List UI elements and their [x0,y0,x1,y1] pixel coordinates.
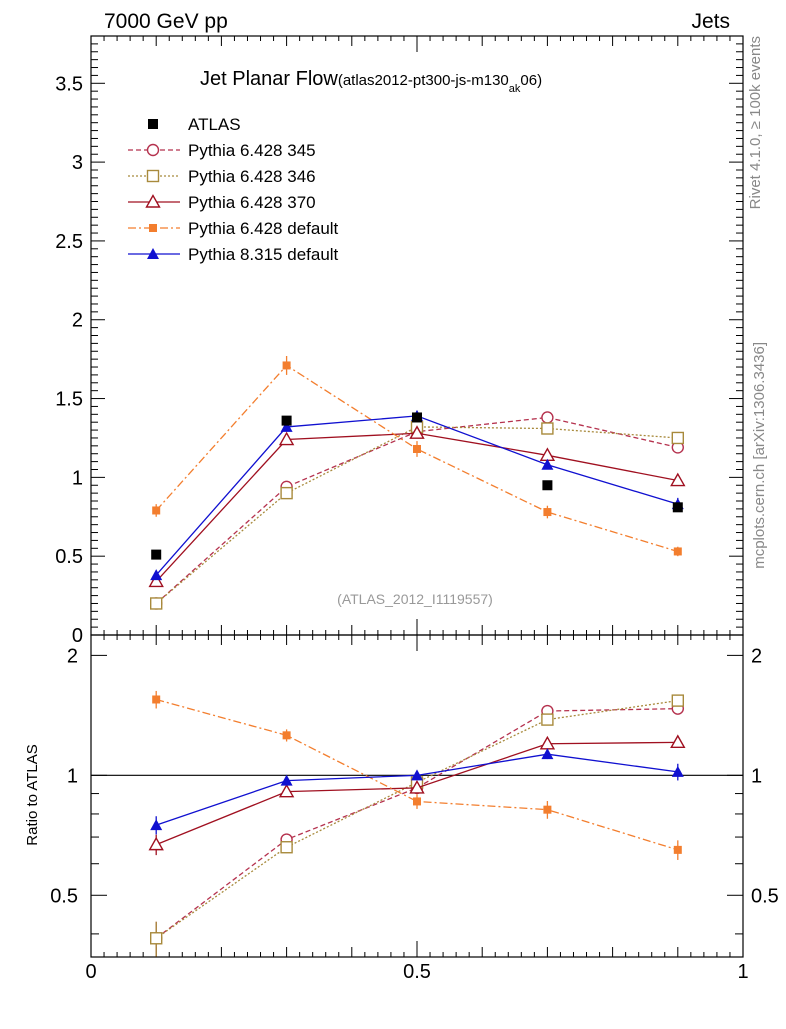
ratio-series-group [148,734,686,856]
data-group [151,412,683,560]
ratio-point [149,932,163,945]
y-tick-label: 2.5 [55,231,83,253]
ratio-point [541,713,554,726]
y-tick-label: 0 [72,625,83,647]
series-point [409,425,425,439]
title-subscript: ak [509,83,521,95]
title-end: 06) [520,72,542,89]
data-point [281,415,292,426]
ratio-series-group [150,748,684,835]
ratio-series-line [155,708,678,939]
legend-label: Pythia 6.428 default [188,219,339,238]
header-left: 7000 GeV pp [104,10,228,33]
ratio-series-group [149,694,684,957]
series-point [150,569,163,581]
data-point [151,549,162,560]
legend-marker [146,169,160,183]
series-point [541,411,554,424]
ratio-point [148,836,164,851]
ratio-y-tick-label-left: 1 [67,765,78,787]
mcplots-label: mcplots.cern.ch [arXiv:1306.3436] [751,342,768,569]
data-point [542,480,553,491]
ratio-point [670,734,686,749]
y-tick-label: 1.5 [55,389,83,411]
series-point [280,486,293,500]
legend-label: Pythia 6.428 370 [188,193,316,212]
x-tick-label: 0 [85,961,96,983]
y-tick-label: 3.5 [55,73,83,95]
main-panel: 0 0.5 1 1.5 2 2.5 3 3.5 [55,35,744,647]
ratio-point [150,819,163,831]
legend-marker [145,194,161,208]
ratio-point [543,805,552,814]
x-tick-label: 1 [737,961,748,983]
rivet-label: Rivet 4.1.0, ≥ 100k events [747,36,764,209]
y-tick-label: 0.5 [55,546,83,568]
ratio-point [671,694,684,707]
ratio-series-group [149,702,684,957]
series-point [148,573,164,588]
ratio-point [411,769,423,781]
series-point [278,431,295,446]
y-tick-label: 3 [72,152,83,174]
ratio-series-group [152,690,682,860]
series-point [541,458,554,470]
y-tick-label: 2 [72,310,83,332]
ratio-point [282,731,291,740]
legend-marker [146,143,160,157]
ratio-y-tick-label-left: 0.5 [50,885,78,907]
ratio-y-tick-label-left: 2 [67,645,78,667]
header-right: Jets [691,10,730,33]
title-sub: (atlas2012-pt300-js-m130 [338,72,509,89]
series-point [543,508,552,517]
series-point [282,361,291,370]
ratio-y-tick-label-right: 0.5 [751,885,779,907]
ratio-y-tick-label-right: 1 [751,765,762,787]
legend-marker [147,248,159,259]
series-point [280,420,293,432]
legend-label: Pythia 6.428 346 [188,167,316,186]
ratio-point [280,841,293,854]
title-main: Jet Planar Flow [200,68,338,90]
data-point [672,502,683,513]
ratio-point [671,765,684,777]
series-line [155,364,678,553]
legend-label: ATLAS [188,115,241,134]
data-point [412,412,422,423]
series-group [152,355,682,557]
ratio-ylabel: Ratio to ATLAS [24,744,41,845]
ratio-point [280,774,293,786]
ratio-point [539,735,556,750]
series-point [152,506,161,515]
legend-marker [148,119,158,129]
y-tick-label: 1 [72,467,83,489]
ratio-point [152,695,161,704]
ratio-point [413,797,421,806]
legend-label: Pythia 8.315 default [188,245,339,264]
ratio-point [541,748,554,760]
ratio-y-tick-label-right: 2 [751,645,762,667]
legend-marker [149,224,157,232]
series-point [671,431,684,445]
series-point [149,597,163,610]
ratio-series-line [155,699,678,939]
series-point [673,547,682,556]
ratio-panel: 0 0.5 1 0.5 0.5 1 1 2 2 [50,634,779,983]
series-point [670,472,686,487]
chart-title: Jet Planar Flow(atlas2012-pt300-js-m130a… [200,68,542,95]
legend: ATLAS Pythia 6.428 345 Pythia 6.428 346 Pyt… [128,115,339,264]
x-tick-label: 0.5 [403,961,431,983]
series-point [413,444,421,453]
series-point [541,422,554,435]
ratio-point [409,779,425,794]
ratio-point [673,845,682,854]
legend-label: Pythia 6.428 345 [188,141,316,160]
watermark: (ATLAS_2012_I1119557) [337,591,493,607]
ratio-point [278,783,295,798]
